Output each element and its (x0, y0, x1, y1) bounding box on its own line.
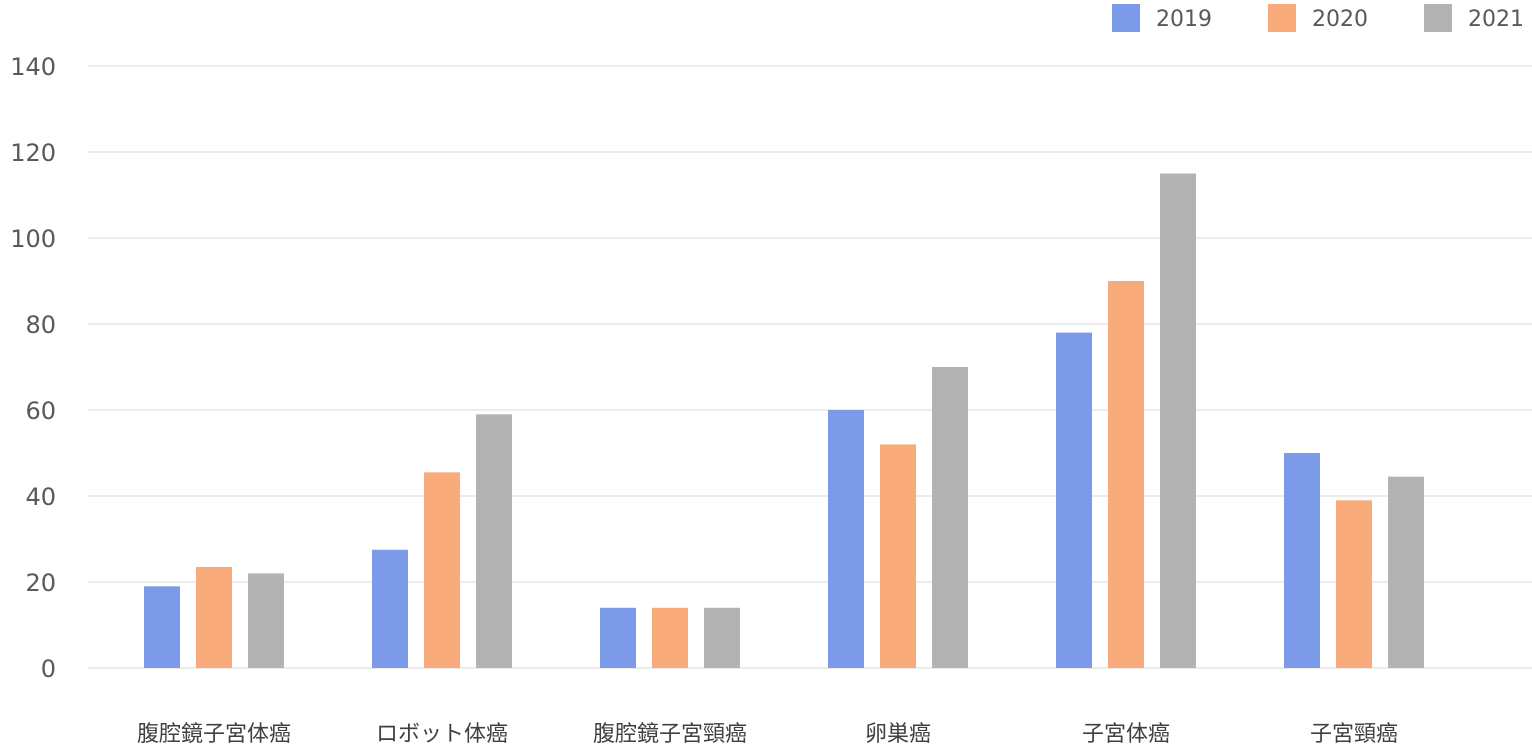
gridlines (88, 65, 1532, 669)
x-category-label: 腹腔鏡子宮体癌 (137, 722, 291, 747)
bar-2020 (880, 444, 916, 668)
legend-swatch (1112, 4, 1140, 32)
bar-2020 (424, 472, 460, 668)
x-category-label: ロボット体癌 (376, 722, 508, 747)
y-tick-label: 40 (25, 483, 56, 511)
bar-2019 (600, 607, 636, 668)
y-tick-label: 140 (10, 53, 56, 81)
y-tick-label: 80 (25, 311, 56, 339)
legend-label: 2021 (1468, 7, 1524, 32)
bar-2020 (1108, 281, 1144, 668)
bar-2021 (248, 573, 284, 668)
x-category-label: 腹腔鏡子宮頸癌 (593, 722, 747, 747)
bar-2021 (1160, 173, 1196, 668)
legend: 2019 2020 2021 (1112, 4, 1524, 32)
y-axis-tick-labels: 0 20 40 60 80 100 120 140 (10, 53, 56, 683)
bar-2019 (144, 586, 180, 668)
bar-2020 (1336, 500, 1372, 668)
x-category-label: 卵巣癌 (865, 722, 931, 747)
legend-label: 2020 (1312, 7, 1368, 32)
bar-2021 (476, 414, 512, 668)
bar-2019 (372, 549, 408, 668)
legend-swatch (1268, 4, 1296, 32)
legend-label: 2019 (1156, 7, 1212, 32)
bar-2020 (196, 566, 232, 668)
legend-swatch (1424, 4, 1452, 32)
y-tick-label: 120 (10, 139, 56, 167)
y-tick-label: 0 (41, 655, 56, 683)
bar-2019 (1284, 453, 1320, 668)
y-tick-label: 20 (25, 569, 56, 597)
bar-2019 (828, 410, 864, 668)
y-tick-label: 60 (25, 397, 56, 425)
bars (144, 173, 1424, 668)
bar-2021 (704, 607, 740, 668)
y-tick-label: 100 (10, 225, 56, 253)
bar-2021 (932, 367, 968, 668)
bar-2019 (1056, 332, 1092, 668)
x-category-label: 子宮頸癌 (1310, 722, 1398, 747)
bar-2021 (1388, 476, 1424, 668)
x-category-label: 子宮体癌 (1082, 722, 1170, 747)
bar-2020 (652, 607, 688, 668)
x-axis-category-labels: 腹腔鏡子宮体癌 ロボット体癌 腹腔鏡子宮頸癌 卵巣癌 子宮体癌 子宮頸癌 (137, 722, 1398, 747)
